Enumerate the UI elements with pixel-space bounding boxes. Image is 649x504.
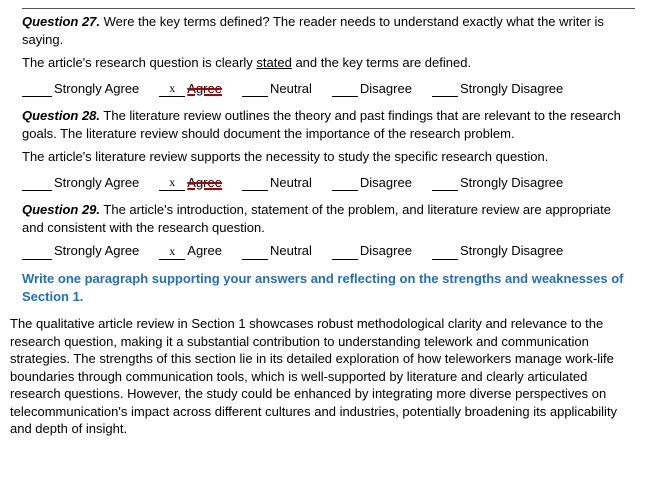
likert-label: Disagree	[360, 242, 412, 260]
question-prompt-text: The literature review outlines the theor…	[22, 108, 621, 141]
question-block: Question 29. The article's introduction,…	[22, 201, 635, 260]
likert-label: Neutral	[270, 242, 312, 260]
answer-blank[interactable]	[242, 245, 268, 260]
likert-option[interactable]: Neutral	[242, 242, 312, 260]
likert-label: Agree	[187, 80, 222, 98]
likert-option[interactable]: Neutral	[242, 174, 312, 192]
likert-option[interactable]: Strongly Disagree	[432, 174, 563, 192]
question-lead: Question 28.	[22, 108, 100, 123]
reflection-heading: Write one paragraph supporting your answ…	[22, 270, 635, 305]
question-prompt: Question 27. Were the key terms defined?…	[22, 13, 635, 48]
likert-option[interactable]: Strongly Agree	[22, 174, 139, 192]
likert-option[interactable]: Strongly Disagree	[432, 80, 563, 98]
question-statement: The article's literature review supports…	[22, 148, 635, 166]
question-block: Question 27. Were the key terms defined?…	[22, 13, 635, 97]
likert-label: Disagree	[360, 174, 412, 192]
top-rule	[22, 8, 635, 9]
answer-blank[interactable]	[22, 82, 52, 97]
likert-label: Strongly Disagree	[460, 174, 563, 192]
question-prompt-text: The article's introduction, statement of…	[22, 202, 611, 235]
likert-option[interactable]: xAgree	[159, 174, 222, 192]
likert-label: Agree	[187, 174, 222, 192]
answer-blank[interactable]	[432, 245, 458, 260]
likert-label: Strongly Disagree	[460, 242, 563, 260]
question-statement: The article's research question is clear…	[22, 54, 635, 72]
likert-label: Neutral	[270, 80, 312, 98]
likert-label: Disagree	[360, 80, 412, 98]
answer-blank[interactable]	[242, 82, 268, 97]
likert-option[interactable]: Disagree	[332, 174, 412, 192]
likert-option[interactable]: Strongly Disagree	[432, 242, 563, 260]
question-lead: Question 27.	[22, 14, 100, 29]
answer-blank[interactable]	[22, 245, 52, 260]
question-prompt: Question 29. The article's introduction,…	[22, 201, 635, 236]
likert-option[interactable]: Strongly Agree	[22, 80, 139, 98]
answer-blank[interactable]	[332, 245, 358, 260]
reflection-paragraph: The qualitative article review in Sectio…	[10, 315, 635, 438]
question-prompt: Question 28. The literature review outli…	[22, 107, 635, 142]
answer-blank[interactable]: x	[159, 82, 185, 97]
answer-blank[interactable]	[432, 82, 458, 97]
answer-blank[interactable]	[242, 176, 268, 191]
answer-blank[interactable]	[432, 176, 458, 191]
likert-option[interactable]: xAgree	[159, 80, 222, 98]
likert-label: Strongly Agree	[54, 174, 139, 192]
answer-blank[interactable]: x	[159, 245, 185, 260]
answer-blank[interactable]	[22, 176, 52, 191]
likert-label: Strongly Disagree	[460, 80, 563, 98]
question-prompt-text: Were the key terms defined? The reader n…	[22, 14, 604, 47]
likert-option[interactable]: xAgree	[159, 242, 222, 260]
likert-option[interactable]: Disagree	[332, 80, 412, 98]
likert-label: Strongly Agree	[54, 80, 139, 98]
likert-label: Neutral	[270, 174, 312, 192]
page: Question 27. Were the key terms defined?…	[0, 0, 649, 454]
likert-label: Agree	[187, 242, 222, 260]
likert-scale: Strongly Agree xAgree Neutral Disagree Stron…	[22, 242, 635, 260]
likert-option[interactable]: Strongly Agree	[22, 242, 139, 260]
answer-blank[interactable]	[332, 176, 358, 191]
likert-scale: Strongly Agree xAgree Neutral Disagree Stron…	[22, 174, 635, 192]
answer-blank[interactable]: x	[159, 176, 185, 191]
answer-blank[interactable]	[332, 82, 358, 97]
likert-option[interactable]: Neutral	[242, 80, 312, 98]
likert-scale: Strongly Agree xAgree Neutral Disagree Stron…	[22, 80, 635, 98]
question-block: Question 28. The literature review outli…	[22, 107, 635, 191]
likert-option[interactable]: Disagree	[332, 242, 412, 260]
questions-container: Question 27. Were the key terms defined?…	[22, 13, 635, 260]
likert-label: Strongly Agree	[54, 242, 139, 260]
question-lead: Question 29.	[22, 202, 100, 217]
